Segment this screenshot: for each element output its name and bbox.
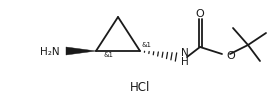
Text: O: O (196, 9, 204, 19)
Text: H: H (181, 56, 189, 66)
Text: N: N (181, 48, 189, 57)
Text: HCl: HCl (130, 81, 150, 94)
Text: &1: &1 (142, 42, 152, 48)
Text: &1: &1 (103, 52, 113, 57)
Text: O: O (226, 51, 235, 60)
Polygon shape (66, 48, 96, 56)
Text: H₂N: H₂N (40, 47, 60, 56)
